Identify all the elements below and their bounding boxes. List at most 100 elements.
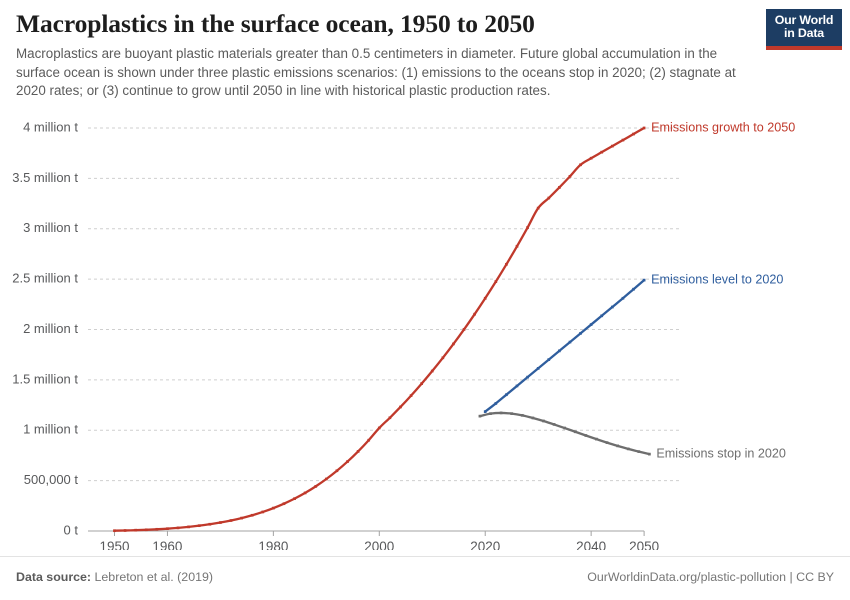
series-marker xyxy=(605,441,609,444)
x-axis-tick-label: 2040 xyxy=(576,539,606,550)
page-title: Macroplastics in the surface ocean, 1950… xyxy=(16,9,535,38)
x-axis-tick-label: 1980 xyxy=(258,539,288,550)
series-marker xyxy=(483,296,487,300)
series-marker xyxy=(558,349,561,353)
series-marker xyxy=(123,529,127,532)
series-marker xyxy=(573,430,577,434)
series-marker xyxy=(272,506,275,510)
series-marker xyxy=(187,525,190,529)
series-marker xyxy=(621,138,625,142)
series-marker xyxy=(166,527,169,531)
series-marker xyxy=(155,527,159,531)
series-marker xyxy=(134,528,138,532)
x-axis-tick-label: 2000 xyxy=(364,539,394,550)
series-marker xyxy=(489,412,492,415)
series-marker xyxy=(197,524,201,528)
series-marker xyxy=(610,144,614,148)
series-marker xyxy=(568,175,572,178)
logo-line-2: in Data xyxy=(784,26,824,41)
series-marker xyxy=(505,393,508,397)
gridlines-group xyxy=(88,127,680,482)
series-marker xyxy=(420,382,424,385)
series-marker xyxy=(648,452,651,456)
y-axis-tick-label: 500,000 t xyxy=(24,472,79,487)
logo-line-1: Our World xyxy=(774,13,834,27)
line-chart-svg: 0 t 500,000 t 1 million t 1.5 million t 2 mi… xyxy=(12,119,795,550)
series-marker xyxy=(356,450,360,453)
series-marker xyxy=(505,262,508,266)
series-marker xyxy=(282,502,286,506)
series-line[interactable] xyxy=(484,278,646,413)
series-marker xyxy=(642,278,646,282)
series-marker xyxy=(113,529,116,533)
chart-header: Macroplastics in the surface ocean, 1950… xyxy=(16,9,766,101)
series-marker xyxy=(409,394,413,397)
data-series-group xyxy=(113,126,651,533)
x-axis-group: 1950 1960 1980 2000 2020 2040 2050 xyxy=(88,530,659,550)
series-marker xyxy=(536,206,540,210)
series-marker xyxy=(346,460,349,463)
data-source-lead: Data source: xyxy=(16,570,92,584)
series-marker xyxy=(335,469,339,473)
series-line[interactable] xyxy=(478,411,651,456)
series-marker xyxy=(483,410,487,413)
series-marker xyxy=(399,405,402,409)
x-axis-tick-label: 1950 xyxy=(99,539,129,550)
series-marker xyxy=(473,312,476,316)
series-marker xyxy=(621,296,625,300)
series-marker xyxy=(240,516,243,520)
owid-url[interactable]: OurWorldinData.org/plastic-pollution | C… xyxy=(587,570,834,584)
series-marker xyxy=(250,513,254,517)
series-marker xyxy=(478,414,482,418)
chart-plot-area[interactable]: 0 t 500,000 t 1 million t 1.5 million t 2 mi… xyxy=(0,110,850,550)
series-marker xyxy=(452,342,455,346)
series-marker xyxy=(589,323,593,326)
y-axis-tick-label: 0 t xyxy=(64,522,79,537)
y-axis-tick-label: 2.5 million t xyxy=(12,271,78,286)
series-marker xyxy=(520,413,524,417)
series-marker xyxy=(515,244,519,248)
y-axis-tick-labels: 0 t 500,000 t 1 million t 1.5 million t 2 mi… xyxy=(12,119,78,537)
series-marker xyxy=(637,450,641,453)
series-marker xyxy=(568,340,572,344)
series-marker xyxy=(261,510,265,514)
series-marker xyxy=(589,156,593,160)
data-source-text: Lebreton et al. (2019) xyxy=(94,570,213,584)
series-marker xyxy=(526,226,529,229)
series-marker xyxy=(526,375,529,379)
series-marker xyxy=(579,331,582,335)
x-axis-tick-label: 2050 xyxy=(629,539,659,550)
y-axis-tick-label: 4 million t xyxy=(23,119,78,134)
y-axis-tick-label: 1.5 million t xyxy=(12,371,78,386)
series-marker xyxy=(515,384,519,388)
series-labels-group: Emissions growth to 2050 Emissions level … xyxy=(651,120,795,460)
series-marker xyxy=(600,150,604,154)
series-marker xyxy=(430,369,434,373)
chart-subtitle: Macroplastics are buoyant plastic materi… xyxy=(16,46,736,99)
series-marker xyxy=(499,411,503,415)
series-marker xyxy=(324,477,328,481)
series-marker xyxy=(632,287,635,291)
series-marker xyxy=(388,416,392,420)
series-marker xyxy=(558,186,561,189)
y-axis-tick-label: 1 million t xyxy=(23,422,78,437)
series-marker xyxy=(610,305,614,309)
series-marker xyxy=(547,358,551,361)
series-marker xyxy=(542,419,545,423)
series-marker xyxy=(494,280,498,283)
series-label[interactable]: Emissions level to 2020 xyxy=(651,272,783,286)
series-marker xyxy=(293,497,296,501)
y-axis-tick-label: 3 million t xyxy=(23,220,78,235)
series-marker xyxy=(536,367,540,370)
series-label[interactable]: Emissions stop in 2020 xyxy=(656,446,786,460)
series-marker xyxy=(303,491,307,495)
series-marker xyxy=(494,402,498,405)
chart-footer: Data source: Lebreton et al. (2019) OurW… xyxy=(0,556,850,600)
our-world-in-data-logo[interactable]: Our World in Data xyxy=(766,9,842,50)
series-label[interactable]: Emissions growth to 2050 xyxy=(651,120,795,134)
x-axis-tick-label: 1960 xyxy=(152,539,182,550)
series-marker xyxy=(462,328,466,331)
series-marker xyxy=(377,426,381,430)
data-source: Data source: Lebreton et al. (2019) xyxy=(16,570,213,584)
